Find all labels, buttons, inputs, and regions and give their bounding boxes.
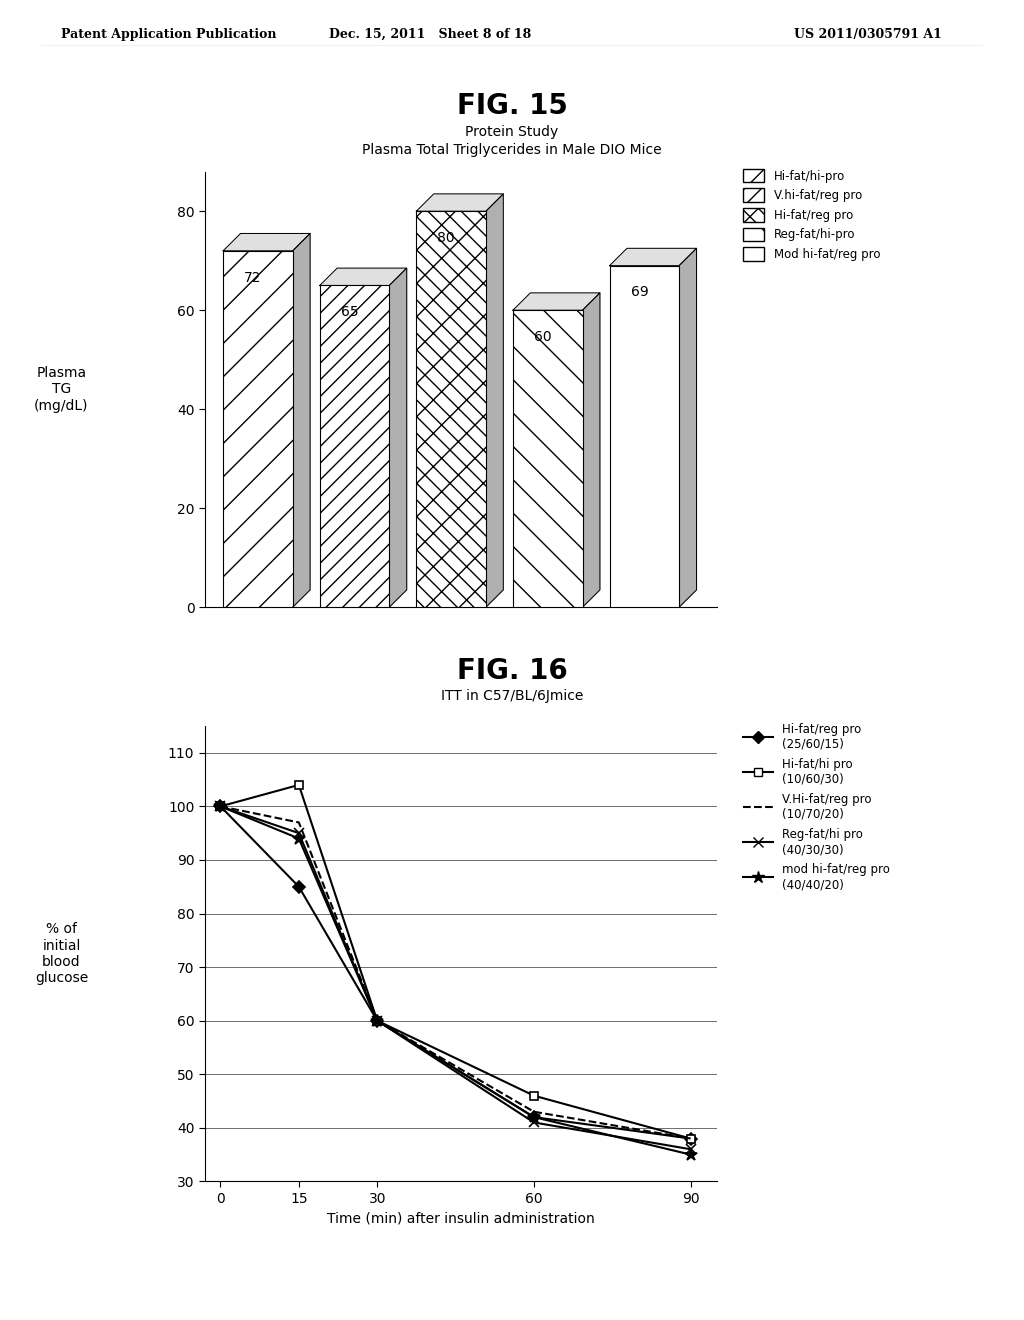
Hi-fat/hi pro
(10/60/30) [214,799,226,814]
Text: FIG. 16: FIG. 16 [457,656,567,685]
Polygon shape [513,293,600,310]
Hi-fat/reg pro
(25/60/15) [214,799,226,814]
Bar [417,211,486,607]
Polygon shape [417,194,504,211]
Text: 72: 72 [245,271,262,285]
mod hi-fat/reg pro
(40/40/20) [527,1109,540,1125]
V.Hi-fat/reg pro
(10/70/20) [527,1104,540,1119]
Text: Plasma
TG
(mg/dL): Plasma TG (mg/dL) [34,366,89,413]
Line: V.Hi-fat/reg pro
(10/70/20): V.Hi-fat/reg pro (10/70/20) [220,807,690,1139]
Text: Plasma Total Triglycerides in Male DIO Mice: Plasma Total Triglycerides in Male DIO M… [362,144,662,157]
Hi-fat/hi pro
(10/60/30) [371,1012,383,1028]
Polygon shape [293,234,310,607]
Polygon shape [609,248,696,265]
Text: US 2011/0305791 A1: US 2011/0305791 A1 [795,28,942,41]
X-axis label: Time (min) after insulin administration: Time (min) after insulin administration [327,1212,595,1225]
Line: mod hi-fat/reg pro
(40/40/20): mod hi-fat/reg pro (40/40/20) [214,800,697,1160]
Bar [609,265,679,607]
Legend: Hi-fat/reg pro
(25/60/15), Hi-fat/hi pro
(10/60/30), V.Hi-fat/reg pro
(10/70/20): Hi-fat/reg pro (25/60/15), Hi-fat/hi pro… [743,723,890,891]
Reg-fat/hi pro
(40/30/30) [684,1142,696,1158]
Polygon shape [223,234,310,251]
mod hi-fat/reg pro
(40/40/20) [214,799,226,814]
Text: 69: 69 [631,285,648,300]
Line: Hi-fat/hi pro
(10/60/30): Hi-fat/hi pro (10/60/30) [216,780,695,1143]
V.Hi-fat/reg pro
(10/70/20) [293,814,305,830]
Polygon shape [319,268,407,285]
Hi-fat/reg pro
(25/60/15) [371,1012,383,1028]
Hi-fat/hi pro
(10/60/30) [684,1131,696,1147]
Text: 80: 80 [437,231,455,246]
Text: Protein Study: Protein Study [465,125,559,139]
Reg-fat/hi pro
(40/30/30) [371,1012,383,1028]
mod hi-fat/reg pro
(40/40/20) [371,1012,383,1028]
V.Hi-fat/reg pro
(10/70/20) [684,1131,696,1147]
Hi-fat/reg pro
(25/60/15) [293,879,305,895]
Polygon shape [679,248,696,607]
Text: % of
initial
blood
glucose: % of initial blood glucose [35,923,88,985]
Hi-fat/reg pro
(25/60/15) [684,1131,696,1147]
mod hi-fat/reg pro
(40/40/20) [684,1147,696,1163]
Text: FIG. 15: FIG. 15 [457,91,567,120]
Bar [223,251,293,607]
Reg-fat/hi pro
(40/30/30) [527,1114,540,1130]
Hi-fat/hi pro
(10/60/30) [293,777,305,793]
Text: 60: 60 [535,330,552,345]
Bar [513,310,583,607]
Polygon shape [583,293,600,607]
Text: Patent Application Publication: Patent Application Publication [61,28,276,41]
V.Hi-fat/reg pro
(10/70/20) [371,1012,383,1028]
Hi-fat/hi pro
(10/60/30) [527,1088,540,1104]
Line: Reg-fat/hi pro
(40/30/30): Reg-fat/hi pro (40/30/30) [216,801,695,1154]
mod hi-fat/reg pro
(40/40/20) [293,830,305,846]
Text: 65: 65 [341,305,358,319]
Text: ITT in C57/BL/6Jmice: ITT in C57/BL/6Jmice [440,689,584,702]
Line: Hi-fat/reg pro
(25/60/15): Hi-fat/reg pro (25/60/15) [216,803,695,1143]
Bar [319,285,389,607]
Polygon shape [389,268,407,607]
Reg-fat/hi pro
(40/30/30) [214,799,226,814]
Reg-fat/hi pro
(40/30/30) [293,825,305,841]
Legend: Hi-fat/hi-pro, V.hi-fat/reg pro, Hi-fat/reg pro, Reg-fat/hi-pro, Mod hi-fat/reg : Hi-fat/hi-pro, V.hi-fat/reg pro, Hi-fat/… [743,169,881,261]
Hi-fat/reg pro
(25/60/15) [527,1109,540,1125]
V.Hi-fat/reg pro
(10/70/20) [214,799,226,814]
Polygon shape [486,194,504,607]
Text: Dec. 15, 2011   Sheet 8 of 18: Dec. 15, 2011 Sheet 8 of 18 [329,28,531,41]
